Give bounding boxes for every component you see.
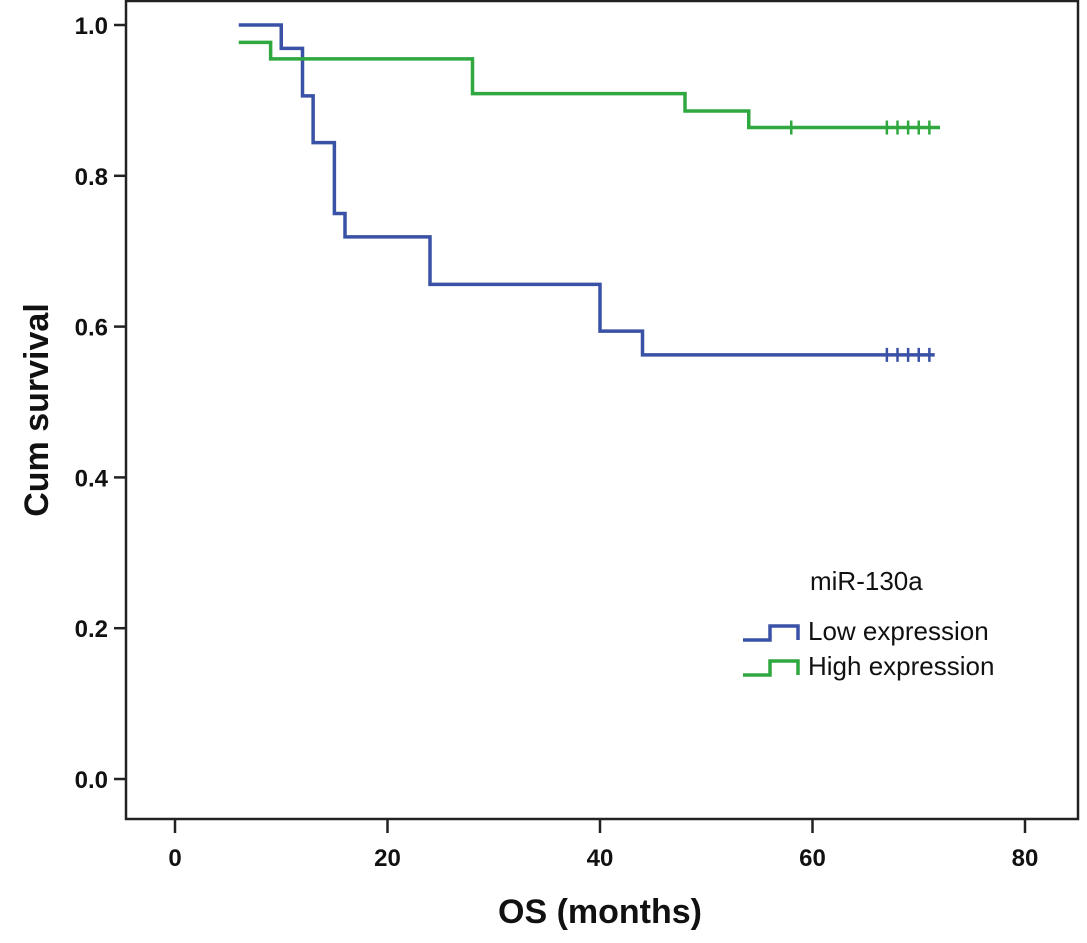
legend-swatch-high-expression [743, 659, 800, 677]
legend-label-low-expression: Low expression [808, 616, 989, 646]
legend-label-high-expression: High expression [808, 651, 994, 681]
x-tick-label: 20 [374, 845, 401, 872]
y-tick-label: 0.4 [75, 465, 109, 492]
survival-curve-low-expression [238, 23, 935, 357]
survival-curve-high-expression [238, 40, 940, 130]
x-tick-label: 0 [168, 845, 181, 872]
y-tick-label: 1.0 [75, 13, 108, 40]
y-tick-label: 0.6 [75, 315, 108, 342]
y-tick-label: 0.2 [75, 616, 108, 643]
x-tick-label: 40 [587, 845, 614, 872]
legend: miR-130a Low expression High expression [743, 566, 994, 681]
legend-title: miR-130a [810, 566, 923, 596]
y-tick-label: 0.0 [75, 767, 108, 794]
y-axis-title: Cum survival [18, 303, 56, 517]
plot-frame [124, 0, 1080, 821]
x-tick-label: 60 [799, 845, 826, 872]
x-tick-label: 80 [1012, 845, 1039, 872]
legend-swatch-low-expression [743, 624, 800, 642]
x-axis-title: OS (months) [498, 893, 702, 931]
y-tick-label: 0.8 [75, 164, 108, 191]
